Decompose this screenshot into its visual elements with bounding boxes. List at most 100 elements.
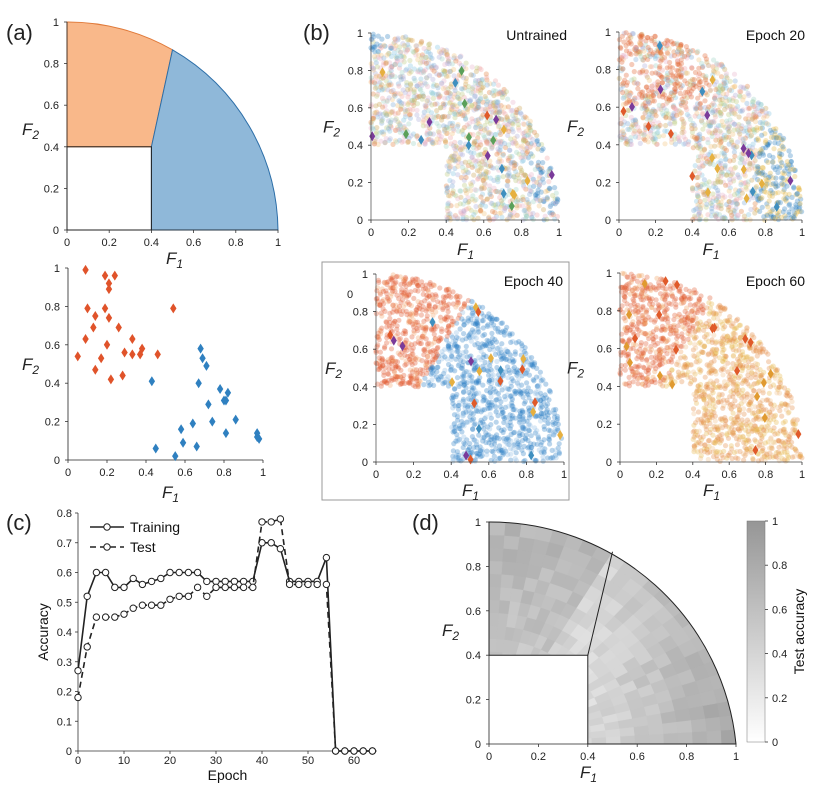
density-point: [633, 122, 638, 127]
density-point: [695, 182, 700, 187]
density-point: [724, 104, 729, 109]
density-point: [443, 138, 448, 143]
density-point: [455, 449, 460, 454]
density-point: [693, 84, 698, 89]
density-point: [442, 354, 447, 359]
density-point: [672, 106, 677, 111]
density-point: [440, 56, 445, 61]
density-point: [386, 126, 391, 131]
density-point: [542, 450, 547, 455]
density-point: [462, 111, 467, 116]
density-point: [495, 189, 500, 194]
density-point: [391, 272, 396, 277]
density-point: [763, 173, 768, 178]
density-point: [414, 108, 419, 113]
y-tick-label: 0.8: [44, 59, 59, 71]
density-point: [505, 97, 510, 102]
density-point: [389, 346, 394, 351]
density-point: [461, 331, 466, 336]
density-point: [673, 82, 678, 87]
density-point: [510, 129, 515, 134]
density-point: [495, 413, 500, 418]
density-point: [523, 114, 528, 119]
density-point: [521, 459, 526, 464]
density-point: [448, 295, 453, 300]
x-tick-label: 0.2: [102, 237, 117, 249]
density-point: [407, 380, 412, 385]
density-point: [426, 50, 431, 55]
density-point: [781, 209, 786, 214]
density-point: [781, 136, 786, 141]
density-point: [378, 292, 383, 297]
density-point: [390, 310, 395, 315]
density-points: [374, 272, 565, 464]
blue-diamond-marker: [205, 399, 211, 409]
density-point: [441, 300, 446, 305]
density-point: [526, 205, 531, 210]
density-point: [640, 93, 645, 98]
density-point: [763, 140, 768, 145]
density-point: [494, 152, 499, 157]
density-point: [454, 330, 459, 335]
density-point: [444, 288, 449, 293]
density-point: [513, 178, 518, 183]
density-point: [395, 36, 400, 41]
density-point: [445, 54, 450, 59]
density-point: [732, 72, 737, 77]
density-point: [748, 207, 753, 212]
density-point: [667, 98, 672, 103]
density-point: [379, 384, 384, 389]
density-point: [476, 153, 481, 158]
density-point: [398, 336, 403, 341]
density-point: [779, 160, 784, 165]
density-point: [672, 137, 677, 142]
density-point: [653, 70, 658, 75]
density-point: [479, 435, 484, 440]
density-point: [411, 345, 416, 350]
density-point: [412, 78, 417, 83]
y-axis-label: F2: [22, 355, 39, 377]
density-point: [527, 192, 532, 197]
density-point: [414, 112, 419, 117]
y-axis-label: F2: [22, 120, 39, 142]
density-point: [480, 407, 485, 412]
y-tick-label: 0.4: [348, 140, 363, 152]
density-point: [641, 132, 646, 137]
density-point: [408, 116, 413, 121]
density-point: [456, 382, 461, 387]
density-point: [379, 129, 384, 134]
density-point: [427, 73, 432, 78]
density-point: [759, 102, 764, 107]
density-point: [381, 306, 386, 311]
density-point: [788, 167, 793, 172]
density-point: [685, 71, 690, 76]
y-tick-label: 1: [605, 27, 611, 39]
density-point: [474, 380, 479, 385]
density-point: [464, 336, 469, 341]
density-point: [705, 140, 710, 145]
density-point: [441, 86, 446, 91]
density-point: [462, 302, 467, 307]
density-point: [449, 354, 454, 359]
density-point: [376, 55, 381, 60]
density-point: [505, 183, 510, 188]
density-point: [390, 277, 395, 282]
density-point: [732, 154, 737, 159]
density-point: [630, 31, 635, 36]
density-point: [470, 387, 475, 392]
density-point: [434, 369, 439, 374]
density-point: [470, 427, 475, 432]
density-point: [404, 67, 409, 72]
density-point: [391, 358, 396, 363]
density-point: [711, 101, 716, 106]
density-point: [376, 112, 381, 117]
density-point: [476, 355, 481, 360]
density-point: [530, 211, 535, 216]
orange-diamond-marker: [155, 349, 161, 359]
orange-diamond-marker: [106, 313, 112, 323]
density-point: [706, 63, 711, 68]
density-point: [665, 50, 670, 55]
density-point: [399, 287, 404, 292]
density-point: [478, 97, 483, 102]
density-point: [441, 294, 446, 299]
